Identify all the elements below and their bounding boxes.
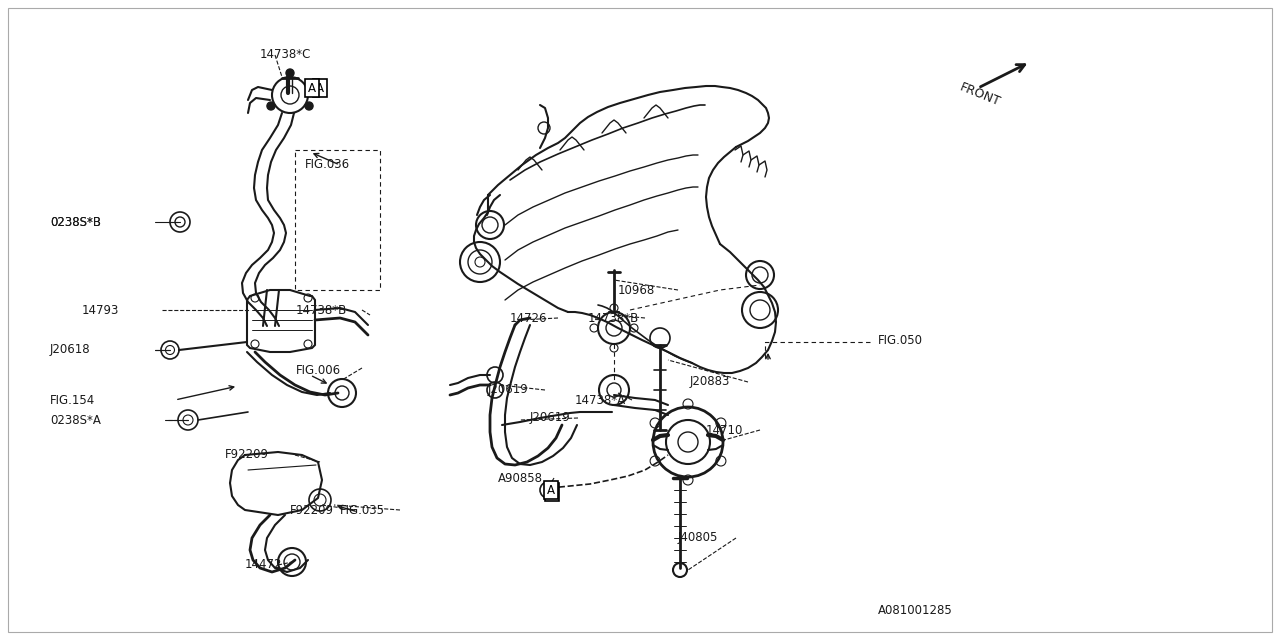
- Text: FIG.050: FIG.050: [878, 333, 923, 346]
- Text: A: A: [547, 483, 556, 497]
- Text: F92209: F92209: [225, 449, 269, 461]
- Circle shape: [285, 69, 294, 77]
- Text: 14793: 14793: [82, 303, 119, 317]
- Text: 14472: 14472: [244, 559, 283, 572]
- Circle shape: [268, 102, 275, 110]
- Text: J40805: J40805: [678, 531, 718, 545]
- Text: 14738*A: 14738*A: [575, 394, 626, 406]
- Text: 10968: 10968: [618, 284, 655, 296]
- Circle shape: [305, 102, 314, 110]
- Text: 0238S*B: 0238S*B: [50, 216, 101, 228]
- Text: A: A: [308, 81, 316, 95]
- Text: 0238S*B: 0238S*B: [50, 216, 101, 228]
- Text: FIG.006: FIG.006: [296, 364, 342, 376]
- Text: 14738*B: 14738*B: [296, 303, 347, 317]
- Text: 14726: 14726: [509, 312, 548, 324]
- Text: 14738*B: 14738*B: [588, 312, 639, 324]
- Text: A: A: [316, 81, 324, 95]
- Text: J20618: J20618: [50, 344, 91, 356]
- Text: J20619: J20619: [488, 383, 529, 397]
- Text: J20883: J20883: [690, 376, 731, 388]
- Text: FIG.036: FIG.036: [305, 159, 351, 172]
- Text: A081001285: A081001285: [878, 604, 952, 616]
- Text: 14738*C: 14738*C: [260, 49, 311, 61]
- Text: FIG.035: FIG.035: [340, 504, 385, 516]
- Text: J20619: J20619: [530, 412, 571, 424]
- Text: A90858: A90858: [498, 472, 543, 484]
- Text: F92209: F92209: [291, 504, 334, 516]
- Text: 14710: 14710: [707, 424, 744, 436]
- Text: FRONT: FRONT: [957, 81, 1002, 109]
- Text: A: A: [548, 486, 556, 499]
- Text: 0238S*A: 0238S*A: [50, 413, 101, 426]
- Text: FIG.154: FIG.154: [50, 394, 95, 406]
